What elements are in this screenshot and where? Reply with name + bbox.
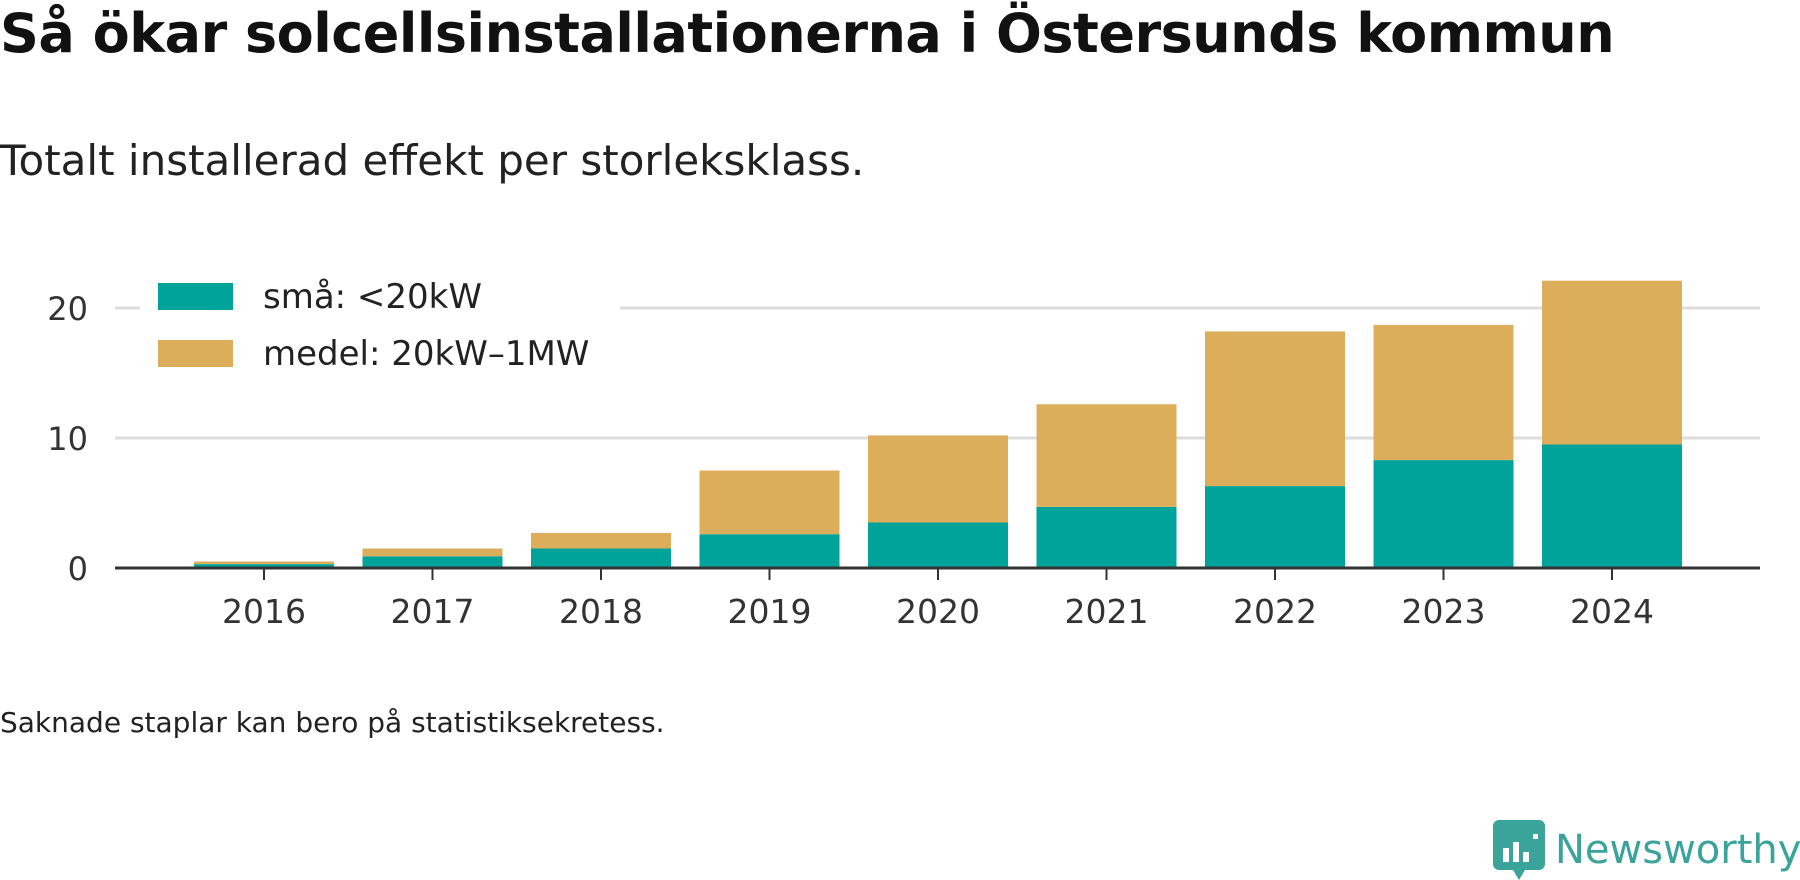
bar-segment-medel xyxy=(194,561,334,565)
legend: små: <20kW medel: 20kW–1MW xyxy=(140,272,620,384)
bar-segment-sma xyxy=(1373,460,1514,568)
legend-label: små: <20kW xyxy=(263,277,482,317)
x-tick-label: 2019 xyxy=(728,592,812,630)
x-tick-label: 2021 xyxy=(1065,592,1149,630)
x-tick-label: 2022 xyxy=(1233,592,1317,630)
legend-swatch xyxy=(158,283,233,310)
legend-swatch xyxy=(158,340,233,367)
bar-segment-sma xyxy=(699,534,840,568)
brand-name: Newsworthy xyxy=(1555,827,1800,873)
chart-title: Så ökar solcellsinstallationerna i Öster… xyxy=(0,2,1615,65)
stacked-bar-chart: 0 10 20 2016 2017 2018 2019 2020 2021 2022 2023 202… xyxy=(47,272,1760,630)
bar-segment-sma xyxy=(362,556,503,568)
x-tick-label: 2024 xyxy=(1570,592,1654,630)
bar-segment-medel xyxy=(868,435,1008,523)
x-tick-label: 2018 xyxy=(559,592,643,630)
bar-segment-medel xyxy=(1036,404,1177,507)
chart-subtitle: Totalt installerad effekt per storlekskl… xyxy=(0,136,865,185)
newsworthy-logo-icon xyxy=(1493,820,1545,880)
x-tick-label: 2016 xyxy=(222,592,306,630)
bar-segment-sma xyxy=(1542,444,1682,568)
y-tick-label: 20 xyxy=(47,290,88,328)
x-tick-label: 2017 xyxy=(391,592,475,630)
brand-logo: Newsworthy xyxy=(1493,820,1800,880)
y-tick-label: 0 xyxy=(68,550,88,588)
bar-segment-medel xyxy=(1205,331,1345,487)
y-tick-label: 10 xyxy=(47,420,88,458)
bar-segment-medel xyxy=(699,470,840,535)
bar-segment-sma xyxy=(194,564,334,568)
axes: 0 10 20 2016 2017 2018 2019 2020 2021 2022 2023 202… xyxy=(47,290,1760,630)
bars xyxy=(194,280,1682,568)
bar-segment-sma xyxy=(1036,506,1177,568)
bar-segment-sma xyxy=(868,522,1008,568)
bar-segment-sma xyxy=(531,548,671,568)
bar-segment-medel xyxy=(1542,280,1682,445)
bar-segment-medel xyxy=(1373,324,1514,461)
legend-label: medel: 20kW–1MW xyxy=(263,334,589,374)
bar-segment-sma xyxy=(1205,486,1345,568)
footnote: Saknade staplar kan bero på statistiksek… xyxy=(0,706,665,739)
x-tick-label: 2023 xyxy=(1402,592,1486,630)
bar-segment-medel xyxy=(531,532,671,549)
x-tick-label: 2020 xyxy=(896,592,980,630)
bar-segment-medel xyxy=(362,548,503,557)
